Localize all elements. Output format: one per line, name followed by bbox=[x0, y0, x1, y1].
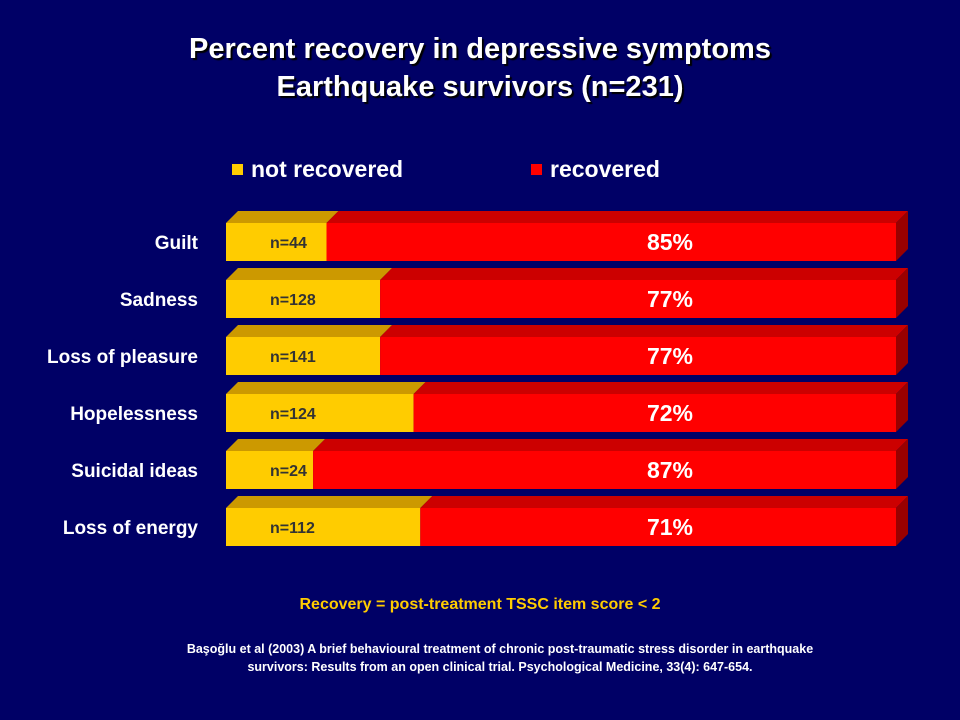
bar-recovered bbox=[420, 508, 896, 546]
bar-top-recovered bbox=[313, 439, 909, 451]
bar-label-not-recovered: n=128 bbox=[270, 292, 316, 309]
bar-label-recovered: 85% bbox=[647, 229, 693, 255]
bar-side-recovered bbox=[896, 382, 908, 432]
bar-top-not-recovered bbox=[226, 439, 326, 451]
category-label: Sadness bbox=[120, 290, 198, 311]
chart-title: Percent recovery in depressive symptoms … bbox=[0, 30, 960, 106]
bar-label-recovered: 87% bbox=[647, 457, 693, 483]
category-label: Loss of energy bbox=[63, 518, 199, 539]
bar-label-not-recovered: n=24 bbox=[270, 463, 307, 480]
category-label: Hopelessness bbox=[70, 404, 198, 425]
bar-side-recovered bbox=[896, 496, 908, 546]
bar-label-recovered: 77% bbox=[647, 286, 693, 312]
bar-label-not-recovered: n=112 bbox=[270, 520, 315, 537]
bar-side-recovered bbox=[896, 268, 908, 318]
bar-top-not-recovered bbox=[226, 268, 393, 280]
bar-label-not-recovered: n=124 bbox=[270, 406, 316, 423]
bar-recovered bbox=[313, 451, 897, 489]
bar-top-not-recovered bbox=[226, 496, 433, 508]
category-label: Loss of pleasure bbox=[47, 347, 198, 368]
legend: not recovered recovered bbox=[0, 156, 960, 186]
bar-not-recovered bbox=[226, 451, 314, 489]
bar-label-recovered: 77% bbox=[647, 343, 693, 369]
bar-top-recovered bbox=[413, 382, 908, 394]
legend-item-recovered: recovered bbox=[531, 156, 660, 183]
bar-not-recovered bbox=[226, 508, 421, 546]
legend-swatch-not-recovered bbox=[232, 164, 243, 175]
bar-top-recovered bbox=[326, 211, 908, 223]
bar-not-recovered bbox=[226, 394, 414, 432]
bar-recovered bbox=[380, 337, 897, 375]
title-line-2: Earthquake survivors (n=231) bbox=[276, 71, 684, 103]
footnote: Recovery = post-treatment TSSC item scor… bbox=[299, 596, 661, 613]
bar-top-not-recovered bbox=[226, 382, 426, 394]
bar-side-recovered bbox=[896, 211, 908, 261]
bar-label-not-recovered: n=141 bbox=[270, 349, 316, 366]
legend-item-not-recovered: not recovered bbox=[232, 156, 403, 183]
legend-label-recovered: recovered bbox=[550, 156, 660, 182]
bar-label-recovered: 72% bbox=[647, 400, 693, 426]
bar-top-recovered bbox=[380, 268, 909, 280]
bar-top-not-recovered bbox=[226, 211, 339, 223]
bar-recovered bbox=[326, 223, 896, 261]
bar-label-recovered: 71% bbox=[647, 514, 693, 540]
category-label: Guilt bbox=[155, 233, 199, 254]
bar-top-recovered bbox=[420, 496, 908, 508]
citation-line-2: survivors: Results from an open clinical… bbox=[247, 660, 753, 674]
bar-not-recovered bbox=[226, 280, 381, 318]
category-label: Suicidal ideas bbox=[71, 461, 198, 482]
bar-top-not-recovered bbox=[226, 325, 393, 337]
bar-recovered bbox=[413, 394, 896, 432]
bar-label-not-recovered: n=44 bbox=[270, 235, 307, 252]
bar-top-recovered bbox=[380, 325, 909, 337]
bar-recovered bbox=[380, 280, 897, 318]
bar-side-recovered bbox=[896, 439, 908, 489]
legend-swatch-recovered bbox=[531, 164, 542, 175]
bar-not-recovered bbox=[226, 223, 327, 261]
legend-label-not-recovered: not recovered bbox=[251, 156, 404, 182]
citation: Başoğlu et al (2003) A brief behavioural… bbox=[130, 640, 870, 676]
citation-line-1: Başoğlu et al (2003) A brief behavioural… bbox=[186, 642, 814, 656]
title-line-1: Percent recovery in depressive symptoms bbox=[189, 33, 771, 65]
bar-side-recovered bbox=[896, 325, 908, 375]
bar-not-recovered bbox=[226, 337, 381, 375]
